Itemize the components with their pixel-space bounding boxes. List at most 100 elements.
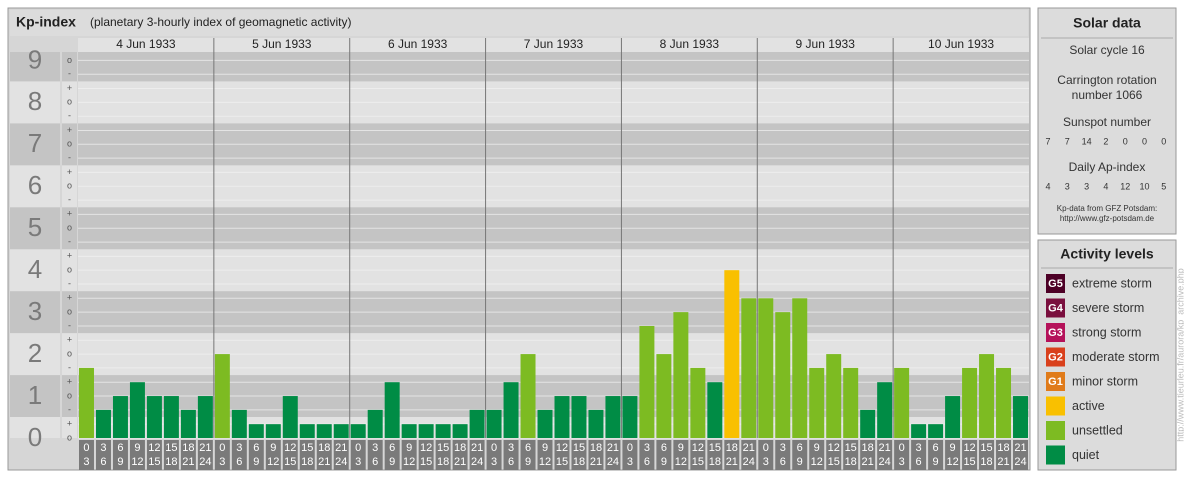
hour-to: 6: [780, 456, 786, 468]
bar: [350, 424, 366, 438]
hour-cell: [843, 440, 859, 470]
ap-value: 3: [1065, 181, 1070, 191]
y-tick-label: 6: [28, 170, 42, 200]
hour-to: 9: [525, 456, 531, 468]
level-name: strong storm: [1072, 325, 1141, 339]
hour-to: 18: [165, 456, 177, 468]
hour-cell: [775, 440, 791, 470]
level-name: quiet: [1072, 448, 1100, 462]
bar: [486, 409, 502, 438]
hour-to: 3: [83, 456, 89, 468]
level-swatch: [1046, 421, 1065, 440]
hour-to: 3: [219, 456, 225, 468]
day-label: 5 Jun 1933: [252, 37, 312, 51]
sunspot-value: 7: [1045, 136, 1050, 146]
y-tick-label: 9: [28, 44, 42, 74]
bar: [945, 396, 961, 438]
day-label: 7 Jun 1933: [524, 37, 584, 51]
minor-tick-label: -: [68, 69, 71, 79]
hour-cell: [877, 440, 893, 470]
hour-from: 0: [355, 442, 361, 454]
level-swatch: [1046, 274, 1065, 293]
hour-to: 15: [148, 456, 160, 468]
ap-value: 3: [1084, 181, 1089, 191]
hour-to: 15: [963, 456, 975, 468]
hour-from: 0: [899, 442, 905, 454]
hour-to: 21: [726, 456, 738, 468]
day-label: 4 Jun 1933: [116, 37, 176, 51]
hour-to: 18: [301, 456, 313, 468]
panel-title: Activity levels: [1060, 246, 1154, 262]
hour-from: 3: [100, 442, 106, 454]
level-badge: G3: [1048, 327, 1063, 339]
bar: [163, 396, 179, 438]
axis-band: [10, 291, 60, 334]
hour-from: 9: [678, 442, 684, 454]
bar: [554, 396, 570, 438]
bar: [928, 424, 944, 438]
level-swatch: [1046, 372, 1065, 391]
hour-to: 18: [980, 456, 992, 468]
bar: [316, 424, 332, 438]
bar: [894, 367, 910, 438]
bar: [248, 424, 264, 438]
minor-tick-label: o: [67, 139, 72, 149]
sunspot-value: 2: [1103, 136, 1108, 146]
bar: [639, 325, 655, 438]
hour-to: 18: [709, 456, 721, 468]
bar: [520, 354, 536, 438]
hour-cell: [724, 440, 740, 470]
day-header: [78, 38, 1029, 52]
minor-tick-label: -: [68, 111, 71, 121]
hour-from: 12: [556, 442, 568, 454]
minor-tick-label: -: [68, 278, 71, 288]
bar: [707, 382, 723, 438]
hour-cell: [690, 440, 706, 470]
bar: [112, 396, 128, 438]
day-label: 8 Jun 1933: [660, 37, 720, 51]
bar: [469, 409, 485, 438]
bar: [605, 396, 621, 438]
hour-from: 6: [933, 442, 939, 454]
minor-tick-label: +: [67, 251, 72, 261]
hour-from: 15: [709, 442, 721, 454]
hour-to: 21: [318, 456, 330, 468]
bar: [724, 270, 740, 438]
hour-to: 9: [661, 456, 667, 468]
axis-band: [10, 123, 60, 166]
hour-to: 9: [797, 456, 803, 468]
hour-to: 24: [879, 456, 891, 468]
level-swatch: [1046, 445, 1065, 465]
day-label: 10 Jun 1933: [928, 37, 994, 51]
hour-cell: [129, 440, 145, 470]
hour-to: 6: [100, 456, 106, 468]
axis-band: [10, 375, 60, 418]
bar: [877, 382, 893, 438]
minor-tick-label: +: [67, 377, 72, 387]
level-badge: G2: [1048, 351, 1063, 363]
sunspot-title: Sunspot number: [1063, 115, 1151, 129]
hour-to: 9: [253, 456, 259, 468]
hour-from: 12: [284, 442, 296, 454]
hour-cell: [894, 440, 910, 470]
hour-cell: [792, 440, 808, 470]
axis-band: [10, 52, 60, 82]
band: [78, 52, 1029, 82]
ap-value: 10: [1139, 181, 1149, 191]
hour-cell: [231, 440, 247, 470]
hour-from: 12: [828, 442, 840, 454]
hour-cell: [520, 440, 536, 470]
bar: [129, 382, 145, 438]
hour-from: 15: [980, 442, 992, 454]
hour-to: 24: [1014, 456, 1026, 468]
hour-from: 15: [301, 442, 313, 454]
hour-cell: [588, 440, 604, 470]
hour-from: 18: [862, 442, 874, 454]
hour-from: 3: [508, 442, 514, 454]
ap-value: 5: [1161, 181, 1166, 191]
hour-cell: [486, 440, 502, 470]
day-label: 9 Jun 1933: [796, 37, 856, 51]
minor-tick-label: -: [68, 153, 71, 163]
source: http://www.gfz-potsdam.de: [1060, 214, 1155, 223]
hour-from: 0: [627, 442, 633, 454]
